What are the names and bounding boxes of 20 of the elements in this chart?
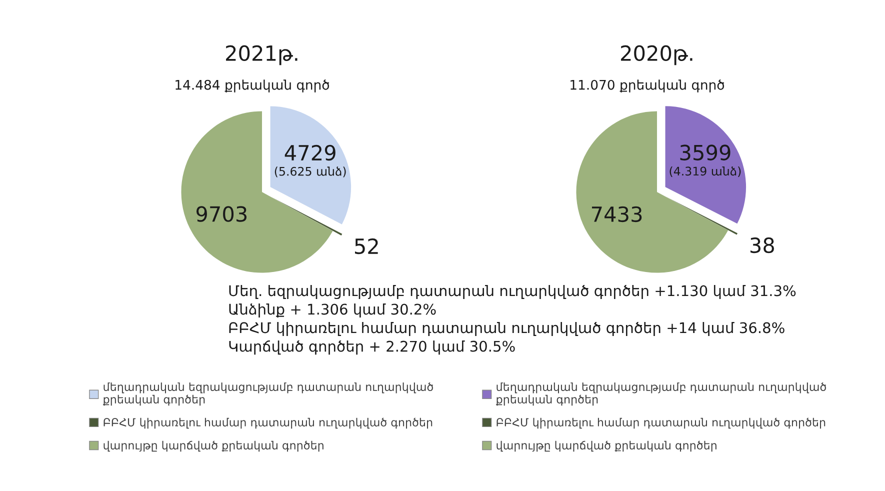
data-label: 9703 [196,206,247,222]
legend-label: ԲԲՀՄ կիրառելու համար դատարան ուղարկված գործեր [496,418,826,429]
data-label: 52 [355,238,378,254]
text: Կարճված գործեր + 2.270 կամ 30.5% [229,340,515,355]
legend-label: ԲԲՀՄ կիրառելու համար դատարան ուղարկված գործեր [104,418,432,429]
data-label: 7433 [592,206,642,222]
text: Մեղ. եզրակացությամբ դատարան ուղարկված գործեր +1.130 կամ 31.3% [229,284,796,300]
legend-label: մեղադրական եզրակացությամբ դատարան ուղարկված քրեական գործեր [496,382,826,406]
chart-title: 2021թ. [226,45,298,66]
legend-label: վարույթը կարճված քրեական գործեր [496,440,716,452]
chart-subtitle: 14.484 քրեական գործ [176,80,329,92]
data-label: 38 [750,237,774,254]
data-label: 3599 (4.319 անձ) [670,144,741,177]
chart-subtitle: 11.070 քրեական գործ [570,80,724,92]
chart-title: 2020թ. [621,45,692,66]
legend-label: վարույթը կարճված քրեական գործեր [104,440,324,452]
text: ԲԲՀՄ կիրառելու համար դատարան ուղարկված գործեր +14 կամ 36.8% [229,322,784,336]
data-label: 4729 (5.625 անձ) [274,144,346,178]
text: Անձինք + 1.306 կամ 30.2% [229,303,436,318]
legend-label: մեղադրական եզրակացությամբ դատարան ուղարկված քրեական գործեր [103,382,433,406]
